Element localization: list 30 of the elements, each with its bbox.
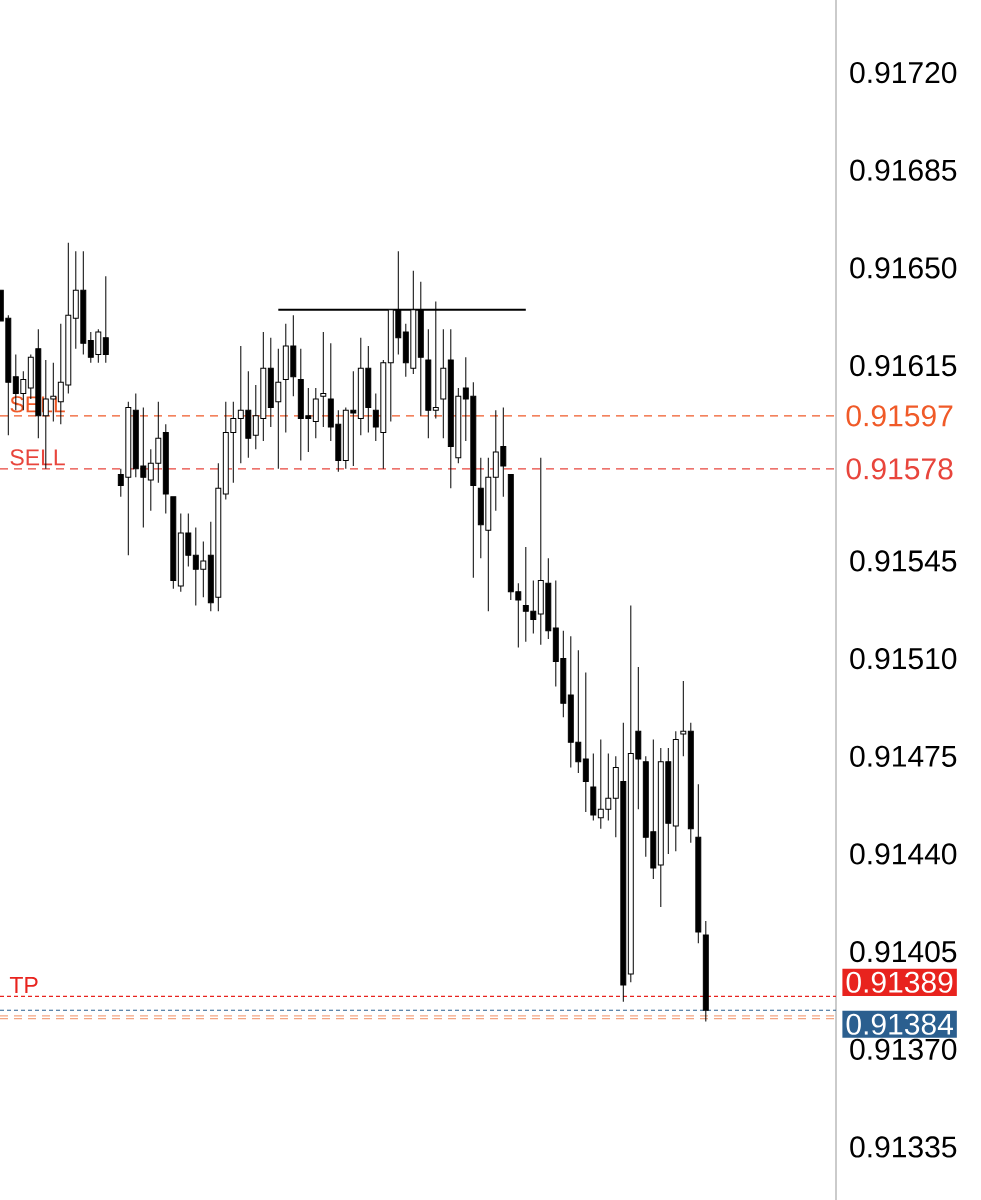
- text: 0.91597: [846, 405, 953, 427]
- candlestick: [170, 496, 177, 590]
- y-tick-label: 0.91545: [850, 550, 957, 572]
- y-tick-label: 0.91405: [850, 941, 957, 963]
- candlestick: [687, 722, 694, 844]
- ref-line-label: TP: [9, 977, 38, 993]
- candlestick: [320, 331, 327, 428]
- text: 0.91384: [846, 1013, 953, 1035]
- y-tick-label: 0.91650: [850, 257, 957, 279]
- candlestick: [102, 275, 109, 364]
- y-tick-label: 0.91440: [850, 843, 957, 865]
- candlestick: [680, 680, 687, 757]
- text: 0.91578: [846, 458, 953, 480]
- candlestick: [695, 783, 702, 944]
- y-tick-label: 0.91475: [850, 745, 957, 767]
- candlestick: [312, 387, 319, 439]
- text: 0.91389: [846, 971, 953, 993]
- y-tick-label: 0.91335: [850, 1136, 957, 1158]
- candlestick: [590, 752, 597, 821]
- y-tick-label: 0.91510: [850, 647, 957, 670]
- candlestick: [582, 672, 589, 813]
- y-tick-label: 0.91685: [850, 159, 957, 181]
- candlestick: [672, 730, 679, 852]
- y-tick-label: 0.91615: [850, 354, 957, 377]
- y-tick-label: 0.91720: [850, 61, 957, 84]
- candlestick: [425, 328, 432, 439]
- candlestick: [440, 328, 447, 439]
- y-tick-label: 0.91370: [850, 1038, 957, 1060]
- candlestick: [162, 423, 169, 514]
- candlestick: [702, 920, 709, 1022]
